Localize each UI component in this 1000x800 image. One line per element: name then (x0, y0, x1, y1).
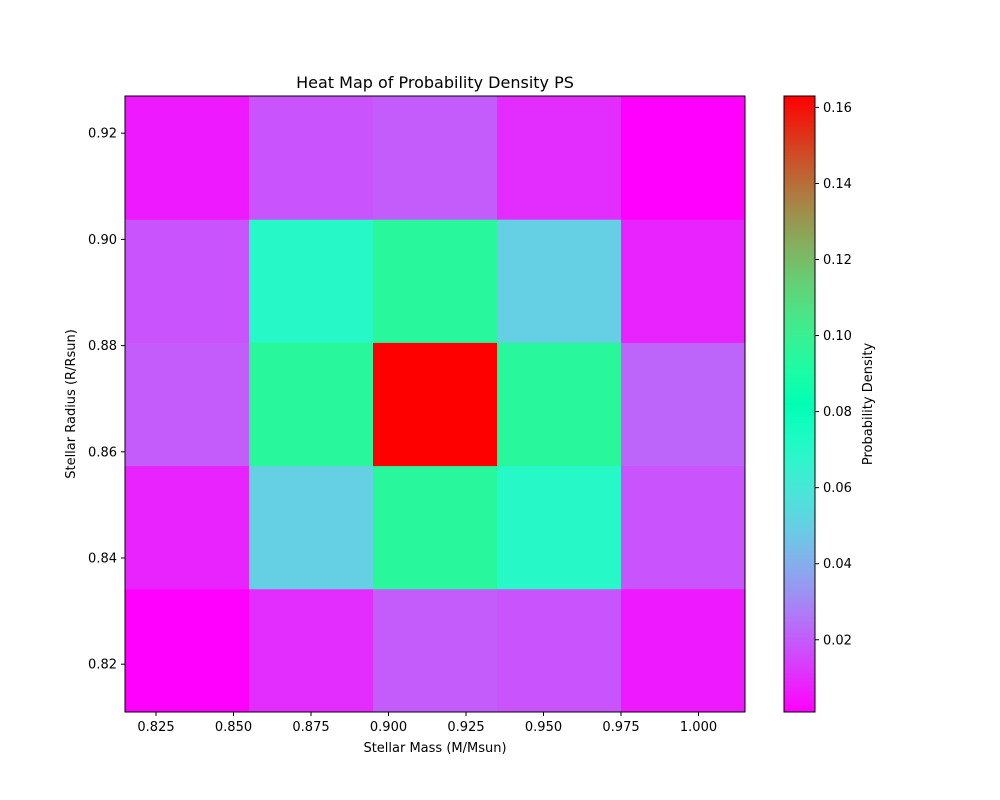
heatmap-cell (373, 342, 498, 467)
x-tick-label: 1.000 (680, 720, 717, 735)
x-tick-label: 0.900 (370, 720, 407, 735)
heatmap-cell (249, 96, 374, 220)
y-axis-ticks: 0.82 0.84 0.86 0.88 0.90 0.92 (88, 127, 125, 673)
y-axis-label: Stellar Radius (R/Rsun) (64, 329, 79, 479)
heatmap-cell (497, 96, 622, 220)
colorbar-ticks: 0.02 0.04 0.06 0.08 0.10 0.12 0.14 0.16 (815, 101, 852, 648)
heatmap-cell (125, 465, 250, 590)
heatmap-cell (249, 342, 374, 467)
colorbar-tick-label: 0.08 (823, 405, 852, 420)
colorbar-tick-label: 0.10 (823, 329, 852, 344)
heatmap-cells (125, 96, 746, 713)
heatmap-cell (497, 219, 622, 343)
heatmap-cell (621, 219, 746, 343)
heatmap-cell (249, 588, 374, 713)
heatmap-cell (373, 96, 498, 220)
colorbar-tick-label: 0.06 (823, 481, 852, 496)
y-tick-label: 0.84 (88, 552, 117, 567)
heatmap-cell (373, 219, 498, 343)
colorbar-label: Probability Density (861, 343, 876, 466)
x-tick-label: 0.950 (525, 720, 562, 735)
colorbar-tick-label: 0.04 (823, 557, 852, 572)
heatmap-cell (373, 465, 498, 590)
chart-title: Heat Map of Probability Density PS (296, 73, 574, 92)
colorbar (784, 96, 815, 712)
x-tick-label: 0.975 (602, 720, 639, 735)
x-axis-label: Stellar Mass (M/Msun) (363, 741, 506, 756)
heatmap-cell (125, 96, 250, 220)
heatmap-cell (373, 588, 498, 713)
heatmap-cell (621, 342, 746, 467)
x-tick-label: 0.825 (137, 720, 174, 735)
y-tick-label: 0.82 (88, 658, 117, 673)
y-tick-label: 0.90 (88, 233, 117, 248)
x-tick-label: 0.875 (292, 720, 329, 735)
heatmap-cell (621, 588, 746, 713)
y-tick-label: 0.92 (88, 127, 117, 142)
heatmap-cell (249, 219, 374, 343)
heatmap-cell (621, 96, 746, 220)
y-tick-label: 0.88 (88, 339, 117, 354)
colorbar-tick-label: 0.16 (823, 101, 852, 116)
heatmap-cell (497, 465, 622, 590)
heatmap-cell (497, 588, 622, 713)
heatmap-cell (125, 342, 250, 467)
plot-frame (124, 95, 746, 713)
heatmap-cell (249, 465, 374, 590)
x-tick-label: 0.925 (447, 720, 484, 735)
colorbar-frame (783, 95, 816, 713)
colorbar-tick-label: 0.02 (823, 633, 852, 648)
y-tick-label: 0.86 (88, 445, 117, 460)
heatmap-cell (621, 465, 746, 590)
x-axis-ticks: 0.825 0.850 0.875 0.900 0.925 0.950 0.975 1.000 (137, 712, 717, 735)
colorbar-tick-label: 0.14 (823, 177, 852, 192)
x-tick-label: 0.850 (215, 720, 252, 735)
heatmap-cell (497, 342, 622, 467)
colorbar-tick-label: 0.12 (823, 253, 852, 268)
heatmap-cell (125, 219, 250, 343)
heatmap-cell (125, 588, 250, 713)
